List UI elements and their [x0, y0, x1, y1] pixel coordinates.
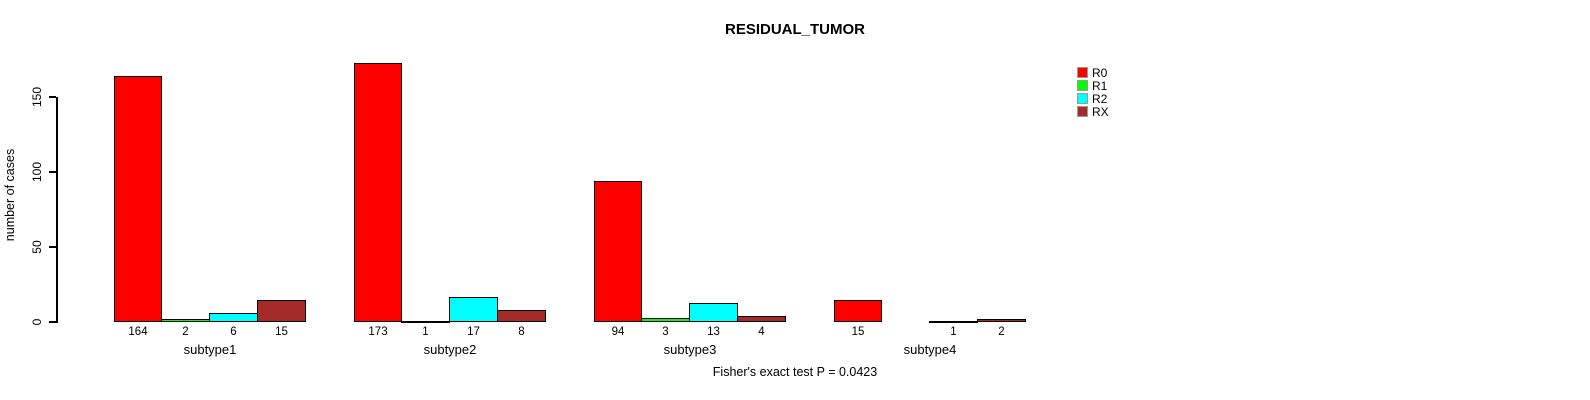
y-axis-tick-label: 150	[30, 86, 44, 108]
y-axis-tick	[49, 96, 56, 98]
bar-value-label: 13	[707, 326, 720, 338]
fisher-test-annotation: Fisher's exact test P = 0.0423	[712, 365, 878, 379]
bar-r2-subtype1	[209, 313, 258, 322]
bar-r0-subtype2	[354, 62, 402, 322]
y-axis-line	[56, 97, 58, 323]
bar-value-label: 1	[950, 326, 957, 338]
legend-swatch-rx	[1077, 106, 1088, 117]
legend-label: R2	[1092, 92, 1108, 106]
x-group-label-subtype3: subtype3	[663, 342, 717, 357]
y-axis-tick	[49, 321, 56, 323]
bar-value-label: 8	[518, 326, 525, 338]
bar-r0-subtype1	[114, 76, 162, 322]
x-group-label-subtype2: subtype2	[423, 342, 477, 357]
legend-entry-rx: RX	[1077, 106, 1137, 119]
y-axis-tick-label: 100	[30, 161, 44, 183]
chart-title: RESIDUAL_TUMOR	[724, 21, 865, 38]
bar-value-label: 15	[275, 326, 288, 338]
legend-label: RX	[1092, 105, 1109, 119]
bar-value-label: 173	[368, 326, 388, 338]
bar-value-label: 6	[230, 326, 237, 338]
legend-entry-r0: R0	[1077, 67, 1137, 80]
legend-swatch-r2	[1077, 93, 1088, 104]
bar-value-label: 3	[662, 326, 669, 338]
bar-value-label: 17	[467, 326, 480, 338]
legend-label: R0	[1092, 66, 1108, 80]
bar-r1-subtype3	[641, 317, 690, 322]
bar-value-label: 2	[998, 326, 1005, 338]
bar-value-label: 1	[422, 326, 429, 338]
bar-value-label: 94	[611, 326, 625, 338]
bar-rx-subtype1	[257, 299, 306, 322]
bar-r2-subtype3	[689, 302, 738, 322]
legend-swatch-r0	[1077, 67, 1088, 78]
bar-value-label: 4	[758, 326, 765, 338]
bar-r0-subtype3	[594, 181, 642, 322]
bar-rx-subtype2	[497, 310, 546, 322]
legend-entry-r2: R2	[1077, 93, 1137, 106]
bar-r1-subtype2	[401, 320, 450, 323]
bar-r2-subtype2	[449, 296, 498, 322]
x-group-label-subtype1: subtype1	[183, 342, 237, 357]
legend-label: R1	[1092, 79, 1108, 93]
y-axis-tick	[49, 171, 56, 173]
bar-rx-subtype3	[737, 316, 786, 322]
x-group-label-subtype4: subtype4	[903, 342, 957, 357]
bar-value-label: 2	[182, 326, 189, 338]
bar-rx-subtype4	[977, 319, 1026, 322]
legend-swatch-r1	[1077, 80, 1088, 91]
bar-r2-subtype4	[929, 320, 978, 323]
y-axis-tick	[49, 246, 56, 248]
bar-value-label: 164	[128, 326, 148, 338]
bar-r1-subtype1	[161, 319, 210, 322]
y-axis-tick-label: 0	[30, 318, 44, 326]
legend-entry-r1: R1	[1077, 80, 1137, 93]
bar-r0-subtype4	[834, 299, 882, 322]
y-axis-tick-label: 50	[30, 240, 44, 254]
bar-value-label: 15	[851, 326, 865, 338]
